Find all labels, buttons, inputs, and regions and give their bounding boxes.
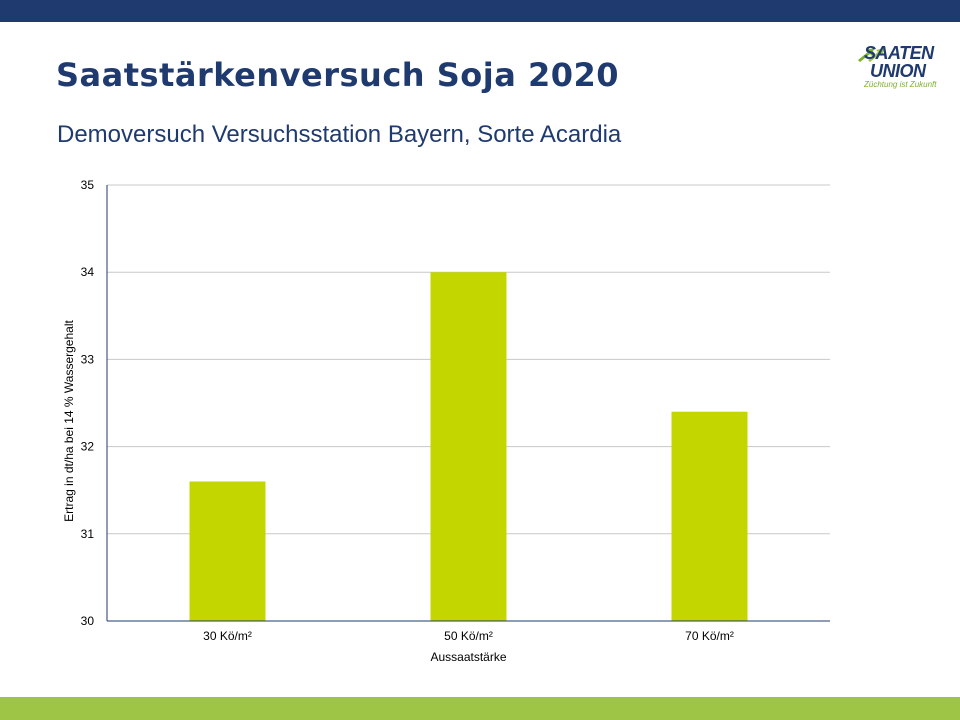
x-tick-label: 50 Kö/m² <box>444 629 493 643</box>
bar <box>430 272 507 621</box>
y-tick-label: 34 <box>81 265 95 279</box>
logo-line2: UNION <box>870 61 926 81</box>
slide-subtitle: Demoversuch Versuchsstation Bayern, Sort… <box>57 121 622 148</box>
y-axis-title: Ertrag in dt/ha bei 14 % Wassergehalt <box>62 320 76 522</box>
axes <box>106 185 830 622</box>
x-axis-title: Aussaatstärke <box>430 650 506 664</box>
bars <box>189 272 748 621</box>
logo-arrows-icon <box>858 48 884 62</box>
x-tick-label: 30 Kö/m² <box>203 629 252 643</box>
y-tick-label: 35 <box>81 178 95 192</box>
axis-labels: 30 31 32 33 34 35 30 Kö/m² 50 Kö/m² 70 Kö/m² Auss… <box>62 178 734 664</box>
y-tick-label: 32 <box>81 440 95 454</box>
y-tick-label: 31 <box>81 527 95 541</box>
x-tick-label: 70 Kö/m² <box>685 629 734 643</box>
saaten-union-logo: SAATEN UNION Züchtung ist Zukunft <box>852 40 942 92</box>
footer-band <box>0 697 960 720</box>
y-tick-label: 30 <box>81 614 95 628</box>
logo-line1: SAATEN <box>864 43 934 63</box>
slide-title: Saatstärkenversuch Soja 2020 <box>56 56 620 94</box>
header-band <box>0 0 960 22</box>
y-tick-label: 33 <box>81 352 95 366</box>
bar <box>189 481 266 621</box>
bar <box>671 411 748 621</box>
logo-tagline: Züchtung ist Zukunft <box>864 80 937 89</box>
